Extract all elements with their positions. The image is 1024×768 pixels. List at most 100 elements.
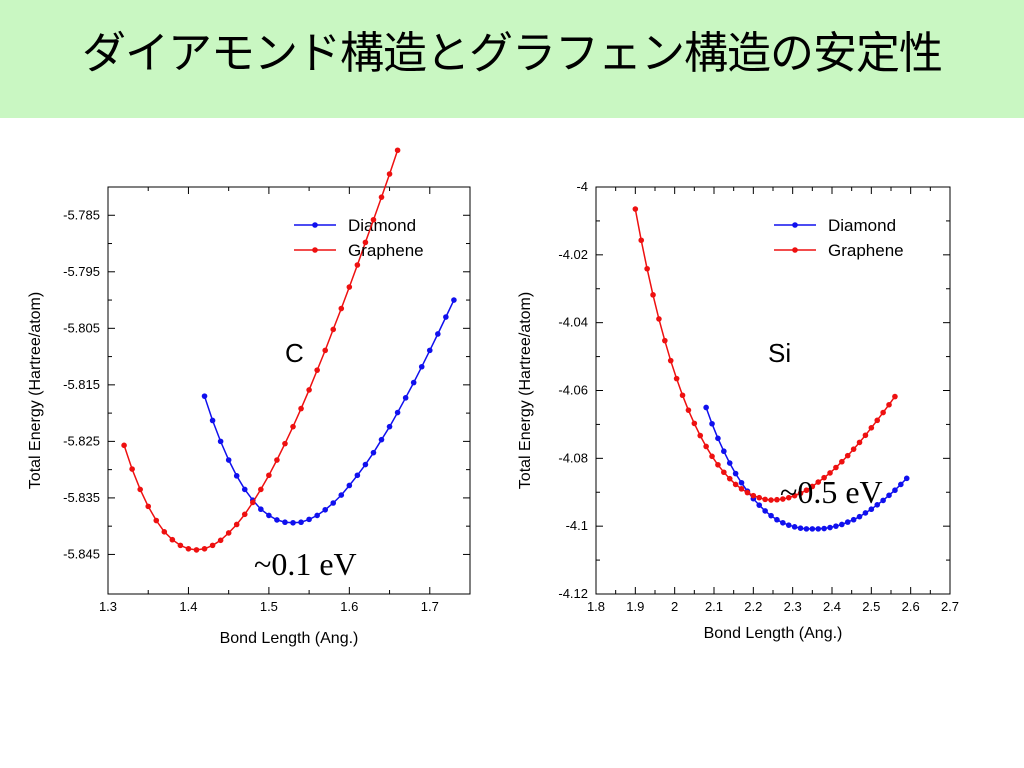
silicon-graphene-point <box>726 475 733 482</box>
carbon-y-axis-label: Total Energy (Hartree/atom) <box>27 292 44 489</box>
carbon-graphene-point <box>330 326 337 333</box>
silicon-diamond-line <box>705 407 908 530</box>
silicon-graphene-point <box>638 237 645 244</box>
silicon-legend-graphene-label: Graphene <box>828 241 904 260</box>
carbon-graphene-point <box>153 517 160 524</box>
carbon-graphene-point <box>209 542 216 549</box>
carbon-graphene-point <box>169 536 176 543</box>
silicon-graphene-point <box>815 479 822 485</box>
silicon-diamond-point <box>709 420 715 427</box>
carbon-diamond-point <box>314 512 320 519</box>
silicon-x-axis-label: Bond Length (Ang.) <box>704 625 843 642</box>
silicon-graphene-point <box>785 494 792 501</box>
carbon-diamond-point <box>338 492 345 498</box>
silicon-diamond-point <box>791 524 798 530</box>
carbon-graphene-point <box>282 440 288 447</box>
carbon-diamond-point <box>322 506 329 513</box>
carbon-graphene-point <box>378 194 385 200</box>
silicon-diamond-point <box>856 513 863 520</box>
carbon-diamond-point <box>410 379 417 386</box>
silicon-graphene-point <box>738 486 745 492</box>
carbon-diamond-point <box>330 500 337 506</box>
carbon-graphene-point <box>233 521 240 528</box>
carbon-graphene-point <box>177 542 184 549</box>
carbon-chart: -5.785 -5.795 -5.805 -5.815 -5.825 -5.835 -5.8… <box>27 147 471 647</box>
silicon-diamond-point <box>721 448 727 455</box>
carbon-diamond-point <box>274 517 280 523</box>
carbon-x-tick-label: 1.5 <box>260 599 278 614</box>
carbon-x-axis-label: Bond Length (Ang.) <box>220 630 359 647</box>
carbon-graphene-point <box>266 472 272 479</box>
carbon-diamond-point <box>354 472 361 479</box>
silicon-y-tick-label: -4 <box>576 179 588 194</box>
silicon-graphene-point <box>791 492 798 499</box>
carbon-diamond-point <box>225 457 232 463</box>
silicon-diamond-point <box>762 508 768 514</box>
carbon-plot-frame <box>107 186 471 595</box>
silicon-diamond-point <box>738 479 745 486</box>
carbon-graphene-point <box>338 305 345 312</box>
carbon-diamond-point <box>418 363 425 370</box>
silicon-x-tick-label: 2 <box>671 599 678 614</box>
silicon-graphene-point <box>656 316 662 322</box>
silicon-diamond-point <box>874 501 881 508</box>
carbon-graphene-point <box>322 347 329 354</box>
silicon-diamond-point <box>732 470 739 477</box>
carbon-diamond-point <box>426 347 433 354</box>
silicon-diamond-point <box>886 492 892 499</box>
carbon-graphene-point <box>250 499 256 506</box>
carbon-graphene-point <box>394 147 401 154</box>
silicon-graphene-point <box>673 375 680 382</box>
title-banner: ダイアモンド構造とグラフェン構造の安定性 <box>0 0 1024 118</box>
silicon-diamond-point <box>898 481 904 488</box>
carbon-graphene-point <box>314 367 320 373</box>
carbon-diamond-point <box>298 519 304 526</box>
carbon-diamond-point <box>394 409 401 416</box>
carbon-graphene-point <box>354 262 361 268</box>
silicon-element-label: Si <box>768 338 791 368</box>
silicon-y-tick-label: -4.12 <box>558 586 588 601</box>
silicon-diamond-point <box>862 510 869 516</box>
silicon-graphene-point <box>880 409 886 416</box>
silicon-graphene-point <box>679 392 686 399</box>
carbon-graphene-point <box>185 545 192 552</box>
carbon-graphene-point <box>290 423 296 430</box>
carbon-graphene-point <box>370 216 377 223</box>
silicon-x-tick-label: 2.4 <box>823 599 841 614</box>
silicon-graphene-point <box>709 453 715 460</box>
silicon-x-tick-label: 2.5 <box>862 599 880 614</box>
carbon-graphene-point <box>145 503 152 510</box>
silicon-y-tick-label: -4.06 <box>558 383 588 398</box>
carbon-diamond-point <box>290 519 296 526</box>
carbon-graphene-point <box>241 511 248 518</box>
carbon-y-tick-label: -5.835 <box>63 490 100 505</box>
carbon-graphene-point <box>201 545 208 552</box>
silicon-x-tick-label: 2.7 <box>941 599 959 614</box>
silicon-graphene-point <box>756 494 763 501</box>
silicon-graphene-point <box>691 420 698 427</box>
carbon-x-tick-label: 1.7 <box>421 599 439 614</box>
silicon-legend-graphene-marker <box>792 247 798 253</box>
silicon-diamond-point <box>756 502 763 508</box>
silicon-diamond-point <box>809 526 816 532</box>
carbon-graphene-point <box>298 405 304 412</box>
silicon-graphene-point <box>886 401 892 408</box>
carbon-graphene-point <box>121 442 127 449</box>
silicon-diamond-point <box>880 497 886 504</box>
silicon-diamond-point <box>850 516 857 523</box>
silicon-diamond-point <box>726 460 733 466</box>
silicon-graphene-point <box>667 357 674 364</box>
silicon-diamond-point <box>844 519 851 525</box>
carbon-diamond-point <box>362 461 369 468</box>
silicon-graphene-point <box>844 452 851 459</box>
carbon-legend-diamond-label: Diamond <box>348 216 416 235</box>
carbon-energy-difference-annotation: ~0.1 eV <box>254 546 357 582</box>
carbon-diamond-point <box>209 417 216 424</box>
carbon-legend-graphene-marker <box>312 247 318 253</box>
silicon-graphene-point <box>750 492 757 499</box>
silicon-diamond-point <box>815 526 822 532</box>
carbon-y-tick-label: -5.795 <box>63 264 100 279</box>
silicon-chart: -4 -4.02 -4.04 -4.06 -4.08 -4.1 -4.121.8 1.9 2 2.… <box>517 179 959 642</box>
silicon-graphene-point <box>685 407 692 413</box>
silicon-graphene-point <box>632 206 639 212</box>
